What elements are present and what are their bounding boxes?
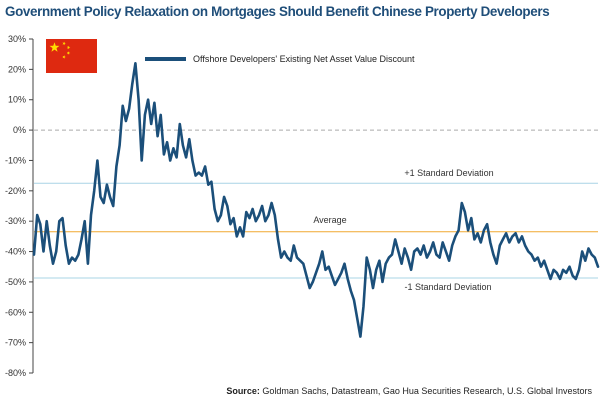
- chart-title: Government Policy Relaxation on Mortgage…: [5, 4, 550, 19]
- y-tick-label: -70%: [5, 338, 26, 348]
- legend-label: Offshore Developers' Existing Net Asset …: [193, 54, 415, 64]
- source-note: Source: Goldman Sachs, Datastream, Gao H…: [226, 386, 592, 396]
- y-tick-label: -60%: [5, 307, 26, 317]
- reference-line-label: Average: [313, 215, 346, 225]
- y-tick-label: 0%: [13, 125, 26, 135]
- y-tick-label: -80%: [5, 368, 26, 378]
- y-axis: 30% 20% 10% 0% -10% -20% -30% -40% -50% -60% -70% -…: [5, 34, 34, 378]
- y-tick-label: -10%: [5, 155, 26, 165]
- y-tick-label: 10%: [8, 95, 26, 105]
- y-tick-label: -50%: [5, 277, 26, 287]
- y-tick-label: 30%: [8, 34, 26, 44]
- reference-line-label: +1 Standard Deviation: [404, 168, 493, 178]
- source-text: Goldman Sachs, Datastream, Gao Hua Secur…: [262, 386, 592, 396]
- reference-labels: +1 Standard Deviation Average -1 Standard …: [313, 168, 493, 292]
- y-tick-label: -20%: [5, 186, 26, 196]
- reference-line-label: -1 Standard Deviation: [404, 282, 491, 292]
- china-flag-icon: [46, 39, 97, 73]
- y-tick-label: -30%: [5, 216, 26, 226]
- y-tick-label: -40%: [5, 247, 26, 257]
- series-line: [32, 61, 600, 338]
- legend: Offshore Developers' Existing Net Asset …: [145, 54, 415, 64]
- y-tick-label: 20%: [8, 64, 26, 74]
- reference-lines: [34, 129, 598, 279]
- series-group: [32, 61, 600, 338]
- source-label: Source:: [226, 386, 260, 396]
